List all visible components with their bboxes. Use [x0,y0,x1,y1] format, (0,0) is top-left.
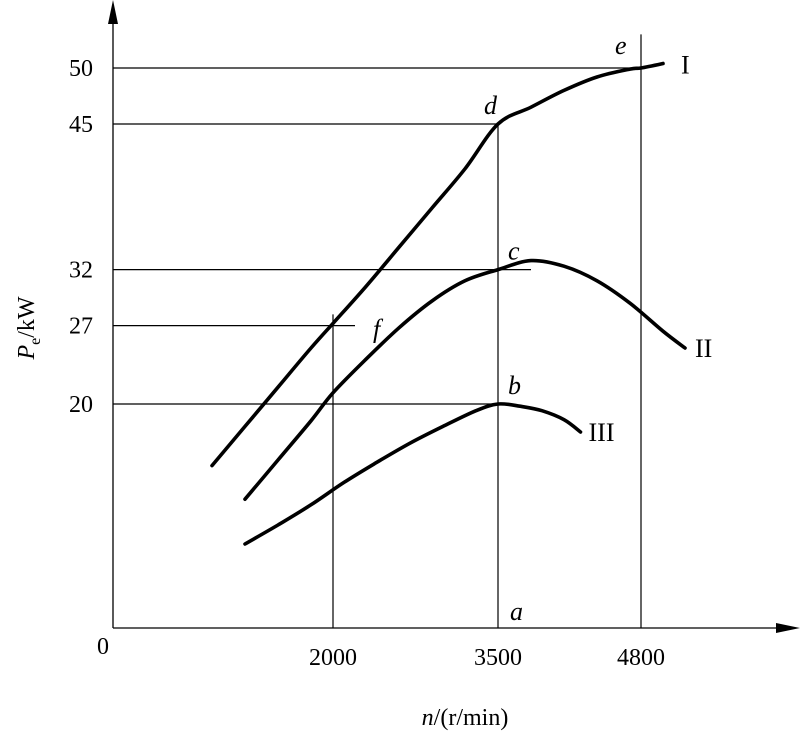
y-axis-variable: P [14,345,40,361]
x-axis-label: n/(r/min) [422,705,509,731]
x-tick-label: 2000 [309,645,357,671]
series-curve-I [210,61,665,468]
point-label-c: c [508,237,520,266]
y-tick-label: 50 [69,56,93,82]
point-label-f: f [373,315,384,344]
x-tick-label: 3500 [474,645,522,671]
y-tick-label: 27 [69,314,93,340]
series-curve-III [243,402,583,546]
y-tick-label: 45 [69,112,93,138]
tick-labels: 2000 3500 4800 20 27 32 45 50 [69,56,665,671]
y-tick-label: 20 [69,392,93,418]
axes [108,0,800,633]
point-label-d: d [484,91,498,120]
point-label-e: e [615,31,627,60]
x-tick-label: 4800 [617,645,665,671]
x-axis-unit: /(r/min) [434,705,509,731]
reference-lines [113,34,642,628]
y-tick-label: 32 [69,258,93,284]
series-curve-II [243,258,687,501]
series-label-I: I [681,51,690,80]
point-label-b: b [508,371,521,400]
y-axis-unit: /kW [14,296,40,338]
y-axis-subscript: e [27,338,44,345]
series-label-III: III [589,418,615,447]
point-label-a: a [510,597,523,626]
y-axis-arrow [108,0,118,24]
origin-label: 0 [97,634,109,660]
x-axis-variable: n [422,705,434,731]
curves [210,61,687,546]
x-axis-arrow [776,623,800,633]
point-labels: a b c d e f [373,31,627,626]
series-label-II: II [695,334,712,363]
y-axis-label: Pe/kW [14,296,44,360]
